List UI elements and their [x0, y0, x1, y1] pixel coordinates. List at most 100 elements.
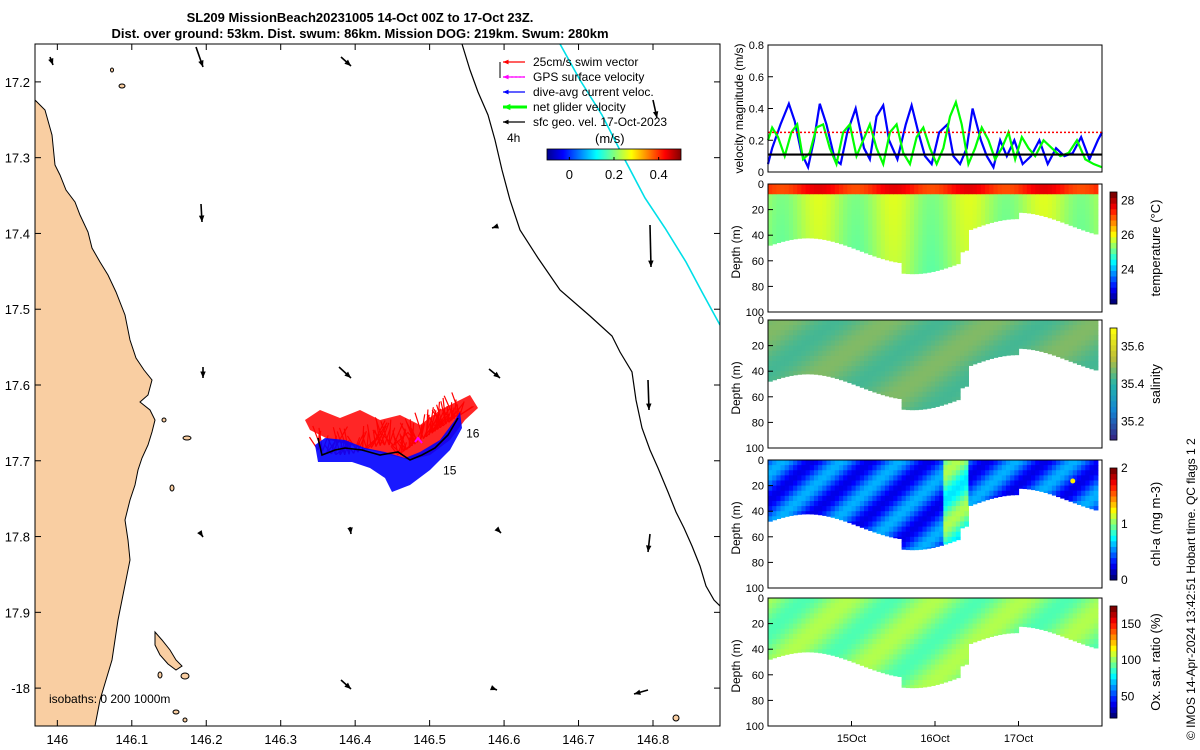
heatmap-cell	[939, 495, 944, 502]
heatmap-cell	[905, 250, 911, 257]
heatmap-cell	[897, 664, 903, 671]
heatmap-cell	[851, 219, 857, 226]
heatmap-cell	[1047, 460, 1053, 466]
heatmap-cell	[838, 209, 844, 216]
heatmap-cell	[964, 214, 969, 221]
heatmap-cell	[943, 669, 949, 676]
heatmap-cell	[935, 401, 940, 407]
heatmap-cell	[997, 340, 1003, 347]
heatmap-cell	[943, 340, 949, 347]
heatmap-cell	[884, 340, 890, 347]
heatmap-cell	[889, 219, 894, 226]
heatmap-cell	[776, 235, 782, 241]
heatmap-cell	[864, 516, 869, 523]
heatmap-cell	[809, 633, 815, 640]
heatmap-cell	[805, 644, 811, 650]
heatmap-cell	[939, 460, 944, 466]
heatmap-cell	[830, 495, 836, 502]
heatmap-cell	[793, 633, 798, 640]
heatmap-cell	[922, 633, 928, 640]
heatmap-cell	[1093, 485, 1099, 492]
heatmap-cell	[926, 366, 932, 372]
heatmap-cell	[838, 475, 844, 482]
heatmap-cell	[843, 475, 848, 482]
heatmap-cell	[784, 470, 790, 476]
heatmap-cell	[859, 623, 865, 630]
heatmap-cell	[876, 245, 882, 252]
heatmap-cell	[801, 189, 807, 195]
heatmap-cell	[955, 219, 961, 226]
heatmap-axes-box	[767, 183, 1103, 313]
heatmap-cell	[918, 340, 924, 347]
x-tick-label: 146.7	[562, 732, 595, 747]
heatmap-cell	[834, 219, 840, 226]
heatmap-cell	[905, 219, 911, 226]
heatmap-cell	[922, 371, 928, 377]
heatmap-cell	[1026, 485, 1032, 490]
vector-head	[198, 215, 205, 222]
heatmap-cell	[1014, 613, 1020, 620]
heatmap-cell	[822, 199, 828, 206]
heatmap-cell	[1010, 330, 1015, 336]
heatmap-cell	[855, 224, 861, 231]
heatmap-cell	[780, 330, 786, 336]
heatmap-cell	[805, 204, 811, 211]
heatmap-cell	[955, 376, 961, 383]
heatmap-cell	[818, 325, 823, 331]
heatmap-cell	[864, 320, 869, 326]
heatmap-cell	[872, 659, 878, 666]
heatmap-cell	[960, 235, 965, 241]
heatmap-cell	[914, 480, 919, 487]
heatmap-cell	[939, 628, 944, 635]
heatmap-cell	[947, 470, 953, 476]
heatmap-cell	[914, 407, 919, 411]
heatmap-cell	[939, 490, 944, 497]
heatmap-y-tick-label: 40	[752, 644, 764, 656]
heatmap-cell	[955, 460, 961, 466]
heatmap-cell	[772, 623, 777, 630]
heatmap-cell	[922, 526, 928, 533]
colorbar-segment	[1110, 287, 1117, 294]
heatmap-cell	[1010, 623, 1015, 630]
heatmap-cell	[914, 230, 919, 236]
heatmap-cell	[868, 516, 873, 523]
heatmap-cell	[1031, 480, 1036, 487]
heatmap-cell	[834, 649, 840, 655]
heatmap-cell	[901, 250, 907, 257]
heatmap-cell	[1072, 189, 1078, 195]
heatmap-cell	[918, 386, 924, 393]
heatmap-cell	[830, 654, 836, 656]
heatmap-cell	[889, 350, 894, 357]
heatmap-cell	[838, 335, 844, 342]
heatmap-cell	[905, 480, 911, 487]
heatmap-cell	[1089, 184, 1095, 190]
heatmap-cell	[1035, 598, 1040, 604]
heatmap-cell	[897, 335, 903, 342]
heatmap-cell	[926, 521, 932, 528]
heatmap-cell	[826, 325, 832, 331]
heatmap-cell	[1026, 335, 1032, 342]
heatmap-cell	[793, 470, 798, 476]
heatmap-cell	[905, 335, 911, 342]
heatmap-cell	[889, 209, 894, 216]
heatmap-cell	[989, 214, 995, 221]
heatmap-cell	[1051, 470, 1057, 476]
heatmap-cell	[851, 199, 857, 206]
heatmap-cell	[797, 506, 802, 512]
heatmap-cell	[964, 320, 969, 326]
heatmap-cell	[930, 598, 936, 604]
heatmap-cell	[1039, 623, 1045, 630]
heatmap-cell	[968, 209, 974, 216]
heatmap-cell	[960, 460, 965, 466]
heatmap-cell	[935, 381, 940, 388]
heatmap-cell	[918, 679, 924, 686]
legend-label: net glider velocity	[533, 100, 626, 114]
heatmap-cell	[951, 396, 957, 402]
heatmap-cell	[1056, 355, 1061, 358]
heatmap-cell	[909, 623, 915, 630]
heatmap-cell	[997, 355, 1003, 357]
heatmap-cell	[793, 649, 798, 654]
heatmap-cell	[943, 204, 949, 211]
heatmap-cell	[1043, 320, 1049, 326]
heatmap-cell	[855, 235, 861, 241]
